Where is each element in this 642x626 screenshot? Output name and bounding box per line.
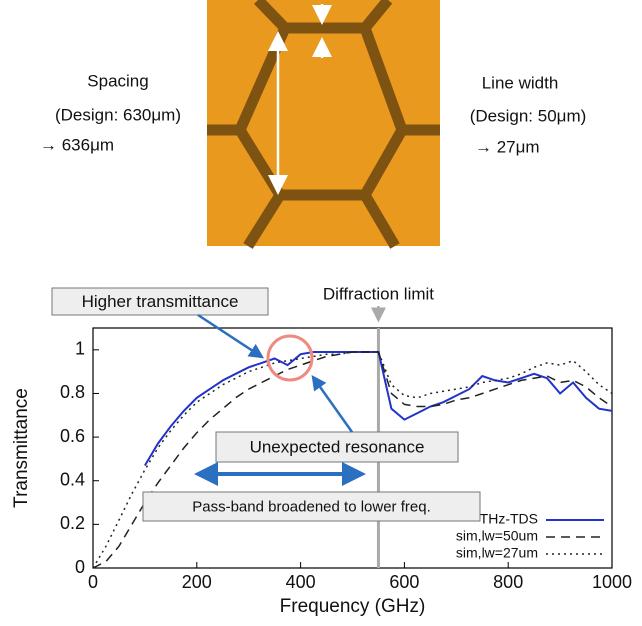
image-label: (Design: 630μm) (55, 105, 181, 124)
legend-label: sim,lw=27um (456, 545, 538, 561)
annotation: Higher transmittance (82, 292, 239, 311)
image-label: Spacing (87, 71, 148, 90)
y-axis-label: Transmittance (11, 388, 32, 508)
x-tick-label: 200 (182, 572, 212, 592)
x-tick-label: 800 (493, 572, 523, 592)
figure: Spacing (Design: 630μm) → 636μm Line wid… (0, 0, 642, 621)
y-tick-label: 0.8 (60, 382, 85, 402)
annotation: Unexpected resonance (250, 437, 425, 456)
diffraction-label: Diffraction limit (323, 284, 434, 303)
annotation-arrow (198, 315, 262, 357)
micrograph (207, 0, 440, 246)
x-tick-label: 600 (389, 572, 419, 592)
image-label: → 27μm (475, 137, 540, 156)
y-tick-label: 0.2 (60, 513, 85, 533)
image-label: Line width (482, 73, 559, 92)
y-tick-label: 0.4 (60, 469, 85, 489)
x-tick-label: 1000 (592, 572, 632, 592)
y-tick-label: 0 (75, 557, 85, 577)
legend-label: THz-TDS (480, 511, 538, 527)
y-tick-label: 0.6 (60, 426, 85, 446)
y-tick-label: 1 (75, 339, 85, 359)
annotation-arrow (313, 377, 352, 432)
x-axis-label: Frequency (GHz) (280, 596, 426, 617)
annotation: Pass-band broadened to lower freq. (192, 498, 430, 515)
x-tick-label: 0 (88, 572, 98, 592)
x-tick-label: 400 (286, 572, 316, 592)
image-label: → 636μm (40, 135, 114, 154)
chart: 0 0.2 0.4 0.6 0.8 1 0 200 400 600 800 1000 Frequency… (11, 284, 632, 617)
legend-label: sim,lw=50um (456, 528, 538, 544)
image-label: (Design: 50μm) (470, 106, 587, 125)
